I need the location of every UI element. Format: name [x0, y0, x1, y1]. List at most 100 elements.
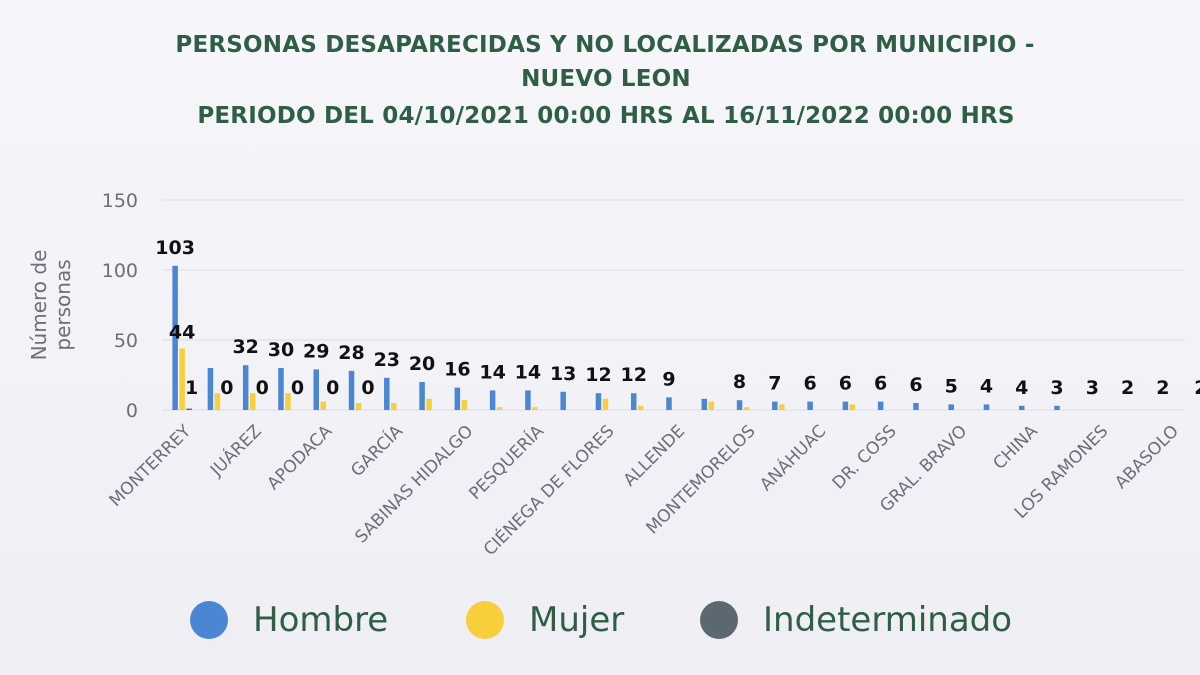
bar-hombre-12 [595, 393, 602, 410]
bar-hombre-9 [489, 390, 496, 410]
bar-hombre-8 [454, 387, 461, 410]
bar-hombre-24 [1019, 405, 1025, 410]
legend-item-mujer: Mujer [466, 598, 624, 642]
bar-mujer-6 [391, 403, 397, 410]
bar-mujer-15 [708, 401, 715, 410]
bar-mujer-3 [285, 393, 291, 410]
data-label-26: 6 [909, 374, 922, 396]
bar-hombre-3 [278, 368, 284, 410]
x-tick-label-8: SABINAS HIDALGO [351, 421, 477, 547]
data-label-6: 30 [268, 339, 294, 361]
legend-label-mujer: Mujer [529, 600, 625, 640]
y-tick-label-0: 0 [126, 400, 138, 422]
bar-hombre-0 [172, 265, 178, 410]
data-label-21: 8 [733, 371, 746, 393]
bar-mujer-13 [637, 405, 644, 410]
data-label-2: 1 [185, 377, 198, 399]
data-label-29: 4 [1015, 377, 1028, 399]
data-label-1: 44 [169, 321, 195, 343]
data-label-23: 6 [803, 373, 816, 395]
x-tick-label-0: MONTERREY [106, 421, 196, 511]
data-label-18: 12 [585, 364, 611, 386]
bar-hombre-1 [207, 368, 214, 410]
data-label-32: 2 [1121, 377, 1134, 399]
bar-hombre-6 [384, 377, 390, 410]
bar-mujer-19 [849, 404, 856, 410]
data-label-33: 2 [1156, 377, 1169, 399]
data-label-5: 0 [256, 377, 269, 399]
bar-hombre-11 [560, 391, 566, 410]
data-label-4: 32 [232, 336, 258, 358]
chart-title-line-1: PERSONAS DESAPARECIDAS Y NO LOCALIZADAS … [175, 32, 1035, 58]
bar-indeterminado-0 [186, 408, 192, 410]
bar-hombre-7 [419, 382, 425, 410]
bar-hombre-15 [701, 398, 708, 410]
bar-hombre-20 [877, 401, 884, 410]
bar-mujer-9 [496, 407, 503, 410]
x-tick-label-14: ALLENDE [620, 421, 689, 490]
bar-hombre-18 [807, 401, 813, 410]
legend-swatch-indeterminado [700, 601, 738, 639]
chart-title-line-2: NUEVO LEON [521, 66, 691, 92]
bar-hombre-17 [772, 401, 778, 410]
bar-hombre-23 [983, 404, 990, 410]
bar-mujer-4 [320, 401, 326, 410]
bar-hombre-2 [242, 365, 249, 410]
data-label-7: 0 [291, 377, 304, 399]
bar-mujer-12 [602, 398, 609, 410]
bar-hombre-19 [842, 401, 849, 410]
data-label-9: 0 [326, 377, 339, 399]
legend-label-hombre: Hombre [253, 600, 389, 640]
y-axis-label: Número depersonas [27, 250, 75, 361]
y-tick-label-100: 100 [102, 260, 138, 282]
bar-hombre-16 [736, 400, 743, 410]
data-label-24: 6 [839, 373, 852, 395]
legend-swatch-mujer [466, 601, 504, 639]
chart-title: PERSONAS DESAPARECIDAS Y NO LOCALIZADAS … [0, 28, 1200, 133]
data-label-27: 5 [945, 375, 958, 397]
bar-mujer-7 [426, 398, 432, 410]
data-label-28: 4 [980, 375, 993, 397]
x-tick-label-2: JUÁREZ [205, 420, 266, 481]
bar-mujer-1 [214, 393, 221, 410]
data-label-14: 16 [444, 359, 470, 381]
bar-mujer-0 [179, 348, 185, 410]
bar-hombre-5 [348, 370, 355, 410]
bar-mujer-5 [355, 403, 362, 410]
y-tick-label-50: 50 [114, 330, 138, 352]
chart-subtitle: PERIODO DEL 04/10/2021 00:00 HRS AL 16/1… [197, 103, 1015, 129]
y-tick-label-150: 150 [102, 190, 138, 212]
data-label-25: 6 [874, 373, 887, 395]
data-label-17: 13 [550, 363, 576, 385]
bar-hombre-14 [666, 397, 672, 410]
data-label-20: 9 [662, 368, 675, 390]
bar-hombre-4 [313, 369, 319, 410]
x-tick-label-12: CIÉNEGA DE FLORES [479, 420, 619, 560]
data-label-31: 3 [1086, 377, 1099, 399]
data-label-30: 3 [1050, 377, 1063, 399]
bar-mujer-10 [532, 407, 538, 410]
legend-item-hombre: Hombre [190, 598, 388, 642]
data-label-34: 2 [1194, 377, 1200, 399]
legend-swatch-hombre [190, 601, 228, 639]
data-label-13: 20 [409, 353, 435, 375]
chart-legend: Hombre Mujer Indeterminado [0, 598, 1200, 648]
data-label-8: 29 [303, 340, 329, 362]
bar-hombre-25 [1054, 405, 1060, 410]
data-label-0: 103 [155, 237, 195, 259]
x-tick-label-24: CHINA [989, 421, 1042, 474]
data-label-10: 28 [338, 342, 364, 364]
data-label-15: 14 [479, 361, 505, 383]
data-label-12: 23 [374, 349, 400, 371]
data-label-11: 0 [361, 377, 374, 399]
legend-label-indeterminado: Indeterminado [763, 600, 1013, 640]
bar-hombre-10 [525, 390, 531, 410]
x-tick-label-18: ANÁHUAC [755, 420, 830, 495]
legend-item-indeterminado: Indeterminado [700, 598, 1012, 642]
bar-mujer-2 [249, 393, 256, 410]
bar-mujer-8 [461, 400, 468, 410]
data-label-22: 7 [768, 373, 781, 395]
bar-mujer-17 [779, 404, 785, 410]
data-label-16: 14 [515, 361, 541, 383]
